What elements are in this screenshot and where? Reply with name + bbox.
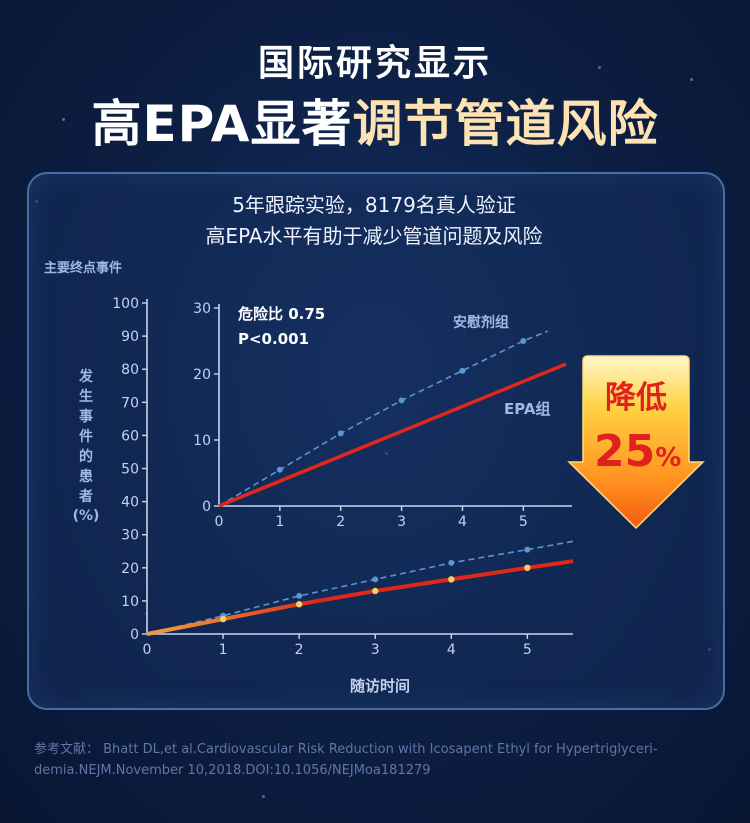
x-axis-label: 随访时间 (350, 677, 410, 695)
inset-x-tick-label: 1 (275, 514, 284, 530)
main-y-tick-label: 20 (121, 561, 139, 577)
main-x-tick-label: 4 (447, 642, 456, 658)
inset-placebo-point (337, 430, 344, 437)
inset-y-tick-label: 30 (193, 301, 211, 317)
legend-epa: EPA组 (504, 400, 550, 418)
main-epa-point (372, 587, 379, 595)
inset-y-tick-label: 10 (193, 433, 211, 449)
hazard-ratio-annotation: 危险比 0.75 (238, 305, 325, 323)
star (598, 66, 601, 69)
main-chart-title: 主要终点事件 (44, 260, 122, 276)
star (262, 795, 265, 798)
y-axis-label-char: 患 (79, 468, 93, 485)
callout-label: 降低 (605, 380, 667, 416)
main-y-tick-label: 100 (112, 296, 139, 312)
star (690, 78, 693, 81)
main-epa-point (524, 564, 531, 571)
inset-y-tick-label: 20 (193, 367, 211, 383)
main-y-tick-label: 30 (121, 528, 139, 544)
inset-placebo-point (459, 367, 466, 374)
panel-line-1: 5年跟踪实验，8179名真人验证 (232, 193, 516, 217)
main-epa-point (219, 615, 227, 623)
footnote-line-2: demia.NEJM.November 10,2018.DOI:10.1056/… (34, 763, 431, 778)
reduction-arrow-callout: 降低 25% (567, 355, 705, 530)
headline-prefix: 高EPA显著 (91, 95, 353, 153)
main-y-tick-label: 80 (121, 362, 139, 378)
y-axis-label-char: 件 (79, 428, 93, 445)
main-x-tick-label: 5 (523, 642, 532, 658)
main-y-tick-label: 40 (121, 495, 139, 511)
inset-x-tick-label: 5 (519, 514, 528, 530)
inset-x-tick-label: 0 (215, 514, 224, 530)
star (62, 118, 65, 121)
main-y-tick-label: 60 (121, 428, 139, 444)
main-y-tick-label: 10 (121, 594, 139, 610)
main-x-tick-label: 1 (219, 642, 228, 658)
y-axis-label-char: 生 (79, 388, 93, 405)
subtitle: 国际研究显示 (257, 43, 492, 84)
panel-line-2: 高EPA水平有助于减少管道问题及风险 (205, 224, 543, 248)
main-epa-point (295, 601, 303, 608)
inset-placebo-point (520, 338, 527, 344)
y-axis-label-char: 发 (78, 368, 94, 385)
y-axis-label-char: 的 (79, 448, 93, 465)
inset-x-tick-label: 4 (458, 514, 467, 530)
inset-x-tick-label: 2 (336, 514, 345, 530)
callout-value: 25% (594, 426, 681, 477)
main-x-tick-label: 3 (371, 642, 380, 658)
main-x-tick-label: 0 (143, 642, 152, 658)
headline: 高EPA显著调节管道风险 (0, 84, 750, 156)
inset-y-tick-label: 0 (202, 499, 211, 515)
main-y-tick-label: 90 (121, 329, 139, 345)
y-axis-unit: (%) (73, 508, 100, 524)
main-y-tick-label: 50 (121, 462, 139, 478)
inset-placebo-line (218, 330, 548, 507)
p-value-annotation: P<0.001 (238, 330, 309, 348)
main-placebo-point (524, 546, 531, 553)
main-epa-point (448, 576, 455, 583)
main-y-tick-label: 0 (130, 627, 139, 643)
main-placebo-point (372, 576, 379, 583)
main-placebo-point (448, 559, 455, 566)
inset-placebo-point (276, 466, 283, 473)
y-axis-label-char: 者 (79, 489, 93, 505)
inset-placebo-point (398, 397, 405, 404)
footnote: 参考文献： Bhatt DL,et al.Cardiovascular Risk… (34, 739, 724, 781)
legend-placebo: 安慰剂组 (453, 314, 509, 331)
headline-highlight: 调节管道风险 (352, 95, 659, 153)
inset-x-tick-label: 3 (397, 514, 406, 530)
main-epa-line (146, 559, 574, 636)
main-x-tick-label: 2 (295, 642, 304, 658)
y-axis-label-char: 事 (79, 408, 93, 425)
inset-epa-line (218, 362, 567, 508)
footnote-line-1: 参考文献： Bhatt DL,et al.Cardiovascular Risk… (34, 742, 658, 757)
main-y-tick-label: 70 (121, 395, 139, 411)
main-placebo-point (296, 592, 303, 599)
